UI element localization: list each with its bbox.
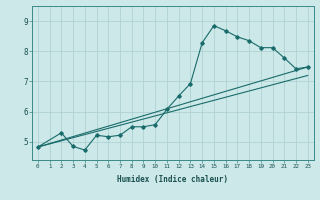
X-axis label: Humidex (Indice chaleur): Humidex (Indice chaleur) — [117, 175, 228, 184]
